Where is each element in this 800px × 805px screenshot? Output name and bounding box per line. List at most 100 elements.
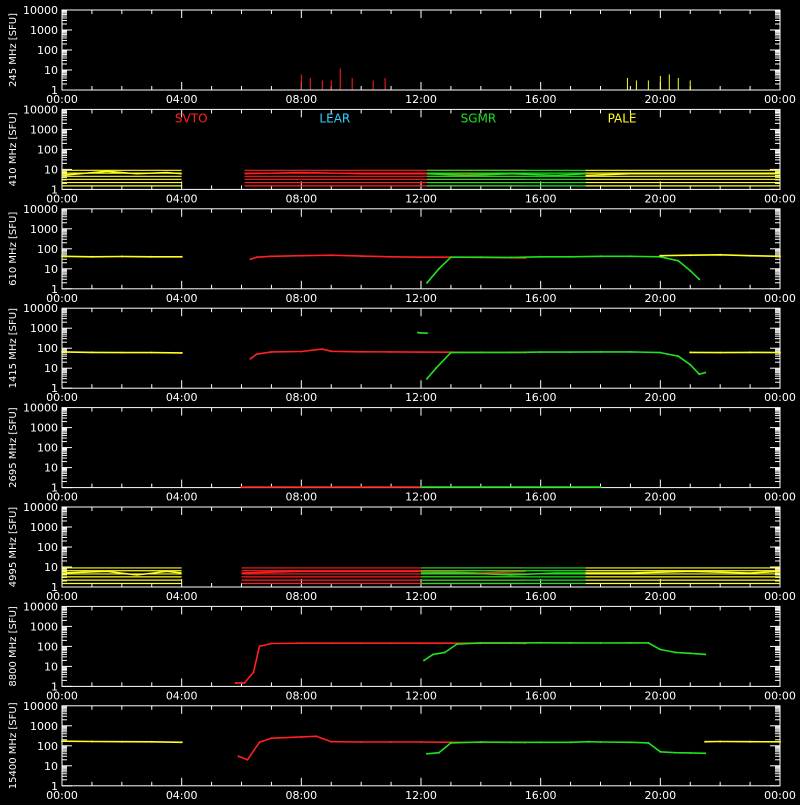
series-pale xyxy=(659,254,781,257)
x-tick-label: 12:00 xyxy=(405,491,437,504)
data-point xyxy=(420,332,422,334)
data-point xyxy=(300,351,302,353)
x-tick-label: 04:00 xyxy=(166,391,198,404)
x-tick-label: 20:00 xyxy=(644,192,676,205)
data-point xyxy=(390,741,392,743)
data-point xyxy=(91,351,93,353)
data-point xyxy=(181,352,183,354)
data-point xyxy=(480,486,482,488)
data-point xyxy=(540,351,542,353)
data-point xyxy=(426,282,428,284)
x-tick-label: 12:00 xyxy=(405,192,437,205)
y-tick-label: 1000 xyxy=(30,422,58,435)
data-point xyxy=(244,682,246,684)
data-point xyxy=(390,256,392,258)
data-point xyxy=(420,351,422,353)
data-point xyxy=(360,486,362,488)
y-tick-label: 10000 xyxy=(23,203,58,216)
data-point xyxy=(704,372,706,374)
series-pale xyxy=(61,351,183,354)
y-tick-label: 1000 xyxy=(30,123,58,136)
series-svto xyxy=(250,348,527,360)
legend-lear: LEAR xyxy=(319,111,350,125)
data-point xyxy=(480,256,482,258)
data-point xyxy=(570,351,572,353)
x-tick-label: 16:00 xyxy=(525,192,557,205)
data-point xyxy=(689,364,691,366)
data-point xyxy=(689,752,691,754)
data-point xyxy=(674,752,676,754)
y-tick-label: 10000 xyxy=(23,103,58,116)
data-point xyxy=(270,351,272,353)
data-point xyxy=(629,741,631,743)
data-line xyxy=(427,174,586,176)
data-point xyxy=(256,353,258,355)
x-tick-label: 16:00 xyxy=(525,391,557,404)
x-tick-label: 12:00 xyxy=(405,789,437,800)
x-tick-label: 04:00 xyxy=(166,192,198,205)
y-tick-label: 10000 xyxy=(23,501,58,514)
x-tick-label: 16:00 xyxy=(525,789,557,800)
data-point xyxy=(480,642,482,644)
data-point xyxy=(674,651,676,653)
data-line xyxy=(586,571,781,573)
y-tick-label: 1000 xyxy=(30,322,58,335)
x-tick-label: 00:00 xyxy=(764,292,796,305)
y-tick-label: 10 xyxy=(44,163,58,176)
x-tick-label: 08:00 xyxy=(285,192,317,205)
data-point xyxy=(719,254,721,256)
data-point xyxy=(300,642,302,644)
data-point xyxy=(151,352,153,354)
data-point xyxy=(689,254,691,256)
data-point xyxy=(121,256,123,258)
data-point xyxy=(438,752,440,754)
x-tick-label: 00:00 xyxy=(764,789,796,800)
data-point xyxy=(704,741,706,743)
panel-frame xyxy=(62,408,780,488)
data-point xyxy=(300,736,302,738)
data-line xyxy=(427,256,699,283)
data-point xyxy=(250,258,252,260)
data-point xyxy=(704,653,706,655)
data-line xyxy=(418,333,427,334)
y-axis-label: 2695 MHz [SFU] xyxy=(8,407,19,488)
series-svto xyxy=(301,68,385,89)
x-tick-label: 00:00 xyxy=(764,491,796,504)
y-tick-label: 1000 xyxy=(30,223,58,236)
series-svto xyxy=(235,642,527,684)
data-point xyxy=(540,741,542,743)
y-tick-label: 10 xyxy=(44,362,58,375)
y-tick-label: 10000 xyxy=(23,4,58,17)
series-pale xyxy=(704,741,781,743)
y-tick-label: 100 xyxy=(37,740,58,753)
data-point xyxy=(689,351,691,353)
data-point xyxy=(258,741,260,743)
series-sgmr xyxy=(426,741,706,755)
data-point xyxy=(779,741,781,743)
data-line xyxy=(251,349,526,359)
y-tick-label: 10 xyxy=(44,561,58,574)
x-tick-label: 04:00 xyxy=(166,590,198,603)
data-point xyxy=(450,742,452,744)
series-svto xyxy=(238,735,527,761)
data-line xyxy=(239,736,526,760)
data-point xyxy=(121,352,123,354)
data-point xyxy=(689,270,691,272)
panel-frame xyxy=(62,507,780,587)
x-tick-label: 12:00 xyxy=(405,590,437,603)
data-point xyxy=(250,358,252,360)
x-tick-label: 08:00 xyxy=(285,789,317,800)
series-sgmr xyxy=(421,568,586,584)
data-point xyxy=(420,741,422,743)
series-sgmr xyxy=(426,255,700,284)
data-point xyxy=(719,352,721,354)
data-point xyxy=(420,256,422,258)
data-line xyxy=(236,643,526,683)
data-point xyxy=(91,256,93,258)
data-point xyxy=(600,741,602,743)
